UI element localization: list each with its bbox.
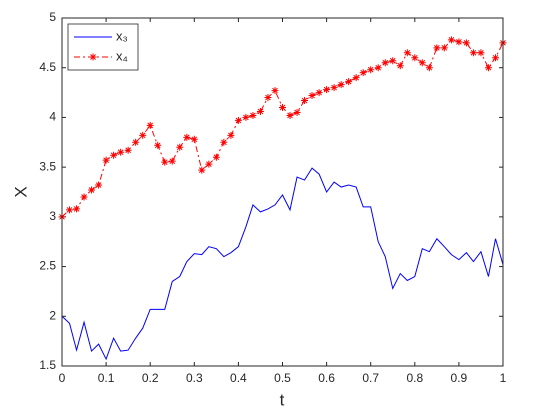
y-tick-label: 1.5 — [39, 358, 56, 372]
marker — [484, 64, 492, 72]
x-tick-label: 0.8 — [406, 371, 423, 385]
marker — [433, 44, 441, 52]
marker — [418, 59, 426, 67]
marker — [95, 181, 103, 189]
marker — [425, 64, 433, 72]
marker — [279, 103, 286, 111]
line — [61, 167, 504, 361]
marker — [330, 84, 338, 92]
x-axis-label: t — [280, 390, 285, 409]
marker — [301, 97, 309, 105]
marker — [124, 146, 132, 154]
y-axis-label: X — [11, 186, 30, 197]
marker — [352, 74, 360, 82]
y-tick-label: 2 — [49, 308, 56, 322]
marker — [359, 69, 367, 77]
marker — [220, 138, 228, 146]
marker — [212, 153, 220, 161]
marker — [455, 38, 463, 46]
y-tick-label: 2.5 — [39, 259, 56, 273]
legend-label: x₄ — [116, 48, 128, 63]
y-tick-label: 5 — [49, 10, 56, 24]
y-tick-label: 4 — [49, 110, 56, 124]
marker — [146, 121, 154, 129]
x-tick-label: 0.7 — [362, 371, 379, 385]
marker — [249, 111, 257, 119]
x-tick-label: 0.9 — [451, 371, 468, 385]
marker — [176, 143, 184, 151]
marker — [447, 36, 455, 44]
marker — [381, 59, 389, 67]
marker — [396, 62, 404, 70]
marker — [374, 64, 382, 72]
marker — [183, 133, 191, 141]
marker — [117, 148, 125, 156]
marker — [168, 157, 176, 165]
marker — [227, 131, 235, 139]
marker — [440, 44, 448, 52]
y-tick-label: 3.5 — [39, 159, 56, 173]
plot-area — [62, 18, 503, 366]
x-tick-label: 0.3 — [186, 371, 203, 385]
marker — [242, 113, 250, 121]
marker — [65, 206, 73, 214]
x-tick-label: 0.4 — [230, 371, 247, 385]
marker — [411, 54, 419, 62]
marker — [110, 151, 118, 159]
x-tick-label: 1 — [500, 371, 507, 385]
marker — [256, 107, 264, 115]
marker — [205, 160, 213, 168]
marker — [477, 49, 485, 57]
legend-box — [67, 23, 139, 71]
marker — [154, 141, 162, 149]
marker — [190, 135, 198, 143]
marker — [492, 54, 500, 62]
marker — [323, 86, 331, 94]
marker — [308, 92, 316, 100]
x-tick-label: 0.1 — [98, 371, 115, 385]
y-tick-label: 3 — [49, 209, 56, 223]
marker — [102, 156, 110, 164]
marker — [198, 166, 206, 174]
marker — [315, 89, 323, 97]
marker — [462, 39, 470, 47]
marker — [469, 49, 477, 57]
marker — [139, 131, 147, 139]
y-tick-label: 4.5 — [39, 60, 56, 74]
marker — [161, 158, 169, 166]
x-tick-label: 0.2 — [142, 371, 159, 385]
marker — [367, 66, 375, 74]
legend-marker — [89, 53, 97, 61]
marker — [345, 78, 353, 86]
marker — [337, 81, 345, 89]
marker — [271, 87, 279, 95]
x-tick-label: 0 — [59, 371, 66, 385]
marker — [403, 49, 411, 57]
marker — [73, 205, 81, 213]
marker — [88, 186, 96, 194]
marker — [286, 111, 294, 119]
marker — [389, 57, 397, 65]
x-tick-label: 0.6 — [318, 371, 335, 385]
marker — [234, 116, 242, 124]
axes-box — [61, 17, 504, 367]
marker — [80, 193, 88, 201]
marker — [132, 138, 140, 146]
marker — [293, 108, 301, 116]
legend-label: x₃ — [116, 28, 128, 43]
x-tick-label: 0.5 — [274, 371, 291, 385]
marker — [264, 94, 272, 102]
